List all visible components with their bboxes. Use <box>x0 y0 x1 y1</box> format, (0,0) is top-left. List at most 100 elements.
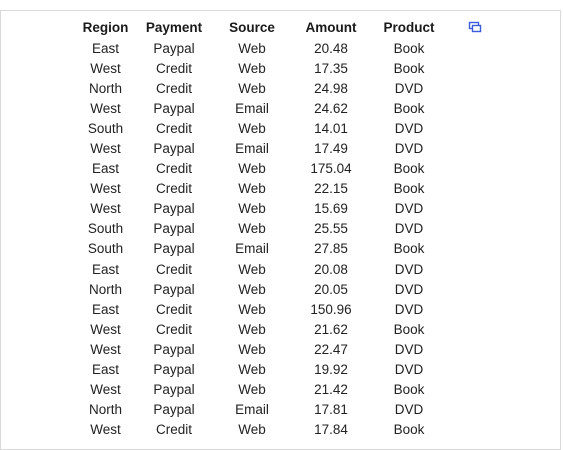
cell-payment: Paypal <box>153 201 195 217</box>
cell-product: Book <box>393 40 425 56</box>
cell-amount: 14.01 <box>314 120 348 136</box>
cell-source: Web <box>238 321 266 337</box>
cell-product: DVD <box>394 80 424 96</box>
cell-amount: 17.81 <box>314 402 348 418</box>
cell-product: DVD <box>394 362 424 378</box>
cell-product: DVD <box>394 402 424 418</box>
table-row: South Credit Web 14.01 DVD <box>75 118 448 138</box>
cell-payment: Paypal <box>153 362 195 378</box>
table-row: West Paypal Email 24.62 Book <box>75 98 448 118</box>
table-row: West Credit Web 17.35 Book <box>75 58 448 78</box>
cell-amount: 22.15 <box>314 181 348 197</box>
cell-payment: Credit <box>155 301 192 317</box>
column-header-amount[interactable]: Amount <box>305 19 357 35</box>
cell-region: West <box>90 201 121 217</box>
cell-amount: 20.08 <box>314 261 348 277</box>
cell-source: Web <box>238 120 266 136</box>
cell-amount: 20.48 <box>314 40 348 56</box>
cell-region: East <box>91 362 119 378</box>
cell-amount: 17.84 <box>314 422 348 438</box>
expand-table-icon <box>468 21 482 33</box>
cell-payment: Paypal <box>153 241 195 257</box>
cell-source: Web <box>238 362 266 378</box>
cell-payment: Credit <box>155 321 192 337</box>
cell-region: East <box>91 261 119 277</box>
cell-amount: 20.05 <box>314 281 348 297</box>
cell-payment: Paypal <box>153 402 195 418</box>
cell-product: Book <box>393 181 425 197</box>
cell-source: Email <box>235 100 269 116</box>
cell-region: South <box>87 221 124 237</box>
cell-source: Web <box>238 422 266 438</box>
cell-region: West <box>90 100 121 116</box>
cell-amount: 25.55 <box>314 221 348 237</box>
table-row: East Paypal Web 20.48 Book <box>75 38 448 58</box>
expand-table-button[interactable] <box>468 21 482 33</box>
cell-product: Book <box>393 161 425 177</box>
cell-amount: 21.42 <box>314 382 348 398</box>
cell-region: West <box>90 321 121 337</box>
table-row: West Paypal Web 15.69 DVD <box>75 199 448 219</box>
table-row: East Credit Web 150.96 DVD <box>75 299 448 319</box>
cell-source: Web <box>238 161 266 177</box>
column-header-product[interactable]: Product <box>383 19 435 35</box>
table-row: East Credit Web 175.04 Book <box>75 159 448 179</box>
cell-region: North <box>88 402 122 418</box>
cell-product: DVD <box>394 341 424 357</box>
cell-region: East <box>91 161 119 177</box>
cell-region: South <box>87 120 124 136</box>
cell-amount: 24.98 <box>314 80 348 96</box>
column-header-region[interactable]: Region <box>82 19 129 35</box>
cell-product: DVD <box>394 281 424 297</box>
table-row: North Credit Web 24.98 DVD <box>75 78 448 98</box>
cell-region: West <box>90 422 121 438</box>
column-header-source[interactable]: Source <box>229 19 275 35</box>
cell-source: Web <box>238 281 266 297</box>
cell-payment: Credit <box>155 161 192 177</box>
cell-region: West <box>90 341 121 357</box>
table-row: East Credit Web 20.08 DVD <box>75 259 448 279</box>
table-row: South Paypal Email 27.85 Book <box>75 239 448 259</box>
cell-region: West <box>90 382 121 398</box>
cell-payment: Credit <box>155 120 192 136</box>
cell-payment: Paypal <box>153 40 195 56</box>
cell-source: Web <box>238 60 266 76</box>
cell-amount: 27.85 <box>314 241 348 257</box>
table-row: North Paypal Web 20.05 DVD <box>75 279 448 299</box>
table-header-row: Region Payment Source Amount Product <box>75 16 448 38</box>
table-row: West Paypal Web 21.42 Book <box>75 380 448 400</box>
table-row: West Credit Web 22.15 Book <box>75 179 448 199</box>
cell-payment: Paypal <box>153 281 195 297</box>
cell-source: Web <box>238 301 266 317</box>
cell-amount: 175.04 <box>310 161 352 177</box>
table-row: West Credit Web 21.62 Book <box>75 319 448 339</box>
cell-payment: Credit <box>155 80 192 96</box>
cell-payment: Credit <box>155 422 192 438</box>
cell-product: Book <box>393 60 425 76</box>
cell-amount: 17.49 <box>314 141 348 157</box>
cell-payment: Paypal <box>153 141 195 157</box>
cell-payment: Paypal <box>153 221 195 237</box>
cell-product: DVD <box>394 261 424 277</box>
cell-amount: 24.62 <box>314 100 348 116</box>
cell-payment: Paypal <box>153 341 195 357</box>
table-row: West Credit Web 17.84 Book <box>75 420 448 440</box>
cell-source: Web <box>238 80 266 96</box>
cell-region: West <box>90 181 121 197</box>
cell-region: West <box>90 60 121 76</box>
cell-payment: Paypal <box>153 382 195 398</box>
cell-region: South <box>87 241 124 257</box>
cell-source: Email <box>235 402 269 418</box>
cell-amount: 22.47 <box>314 341 348 357</box>
cell-product: DVD <box>394 221 424 237</box>
cell-source: Web <box>238 341 266 357</box>
cell-region: West <box>90 141 121 157</box>
cell-amount: 150.96 <box>310 301 352 317</box>
column-header-payment[interactable]: Payment <box>145 19 203 35</box>
cell-payment: Credit <box>155 181 192 197</box>
cell-payment: Credit <box>155 261 192 277</box>
table-panel: Region Payment Source Amount Product Eas… <box>0 10 561 450</box>
table-row: West Paypal Email 17.49 DVD <box>75 138 448 158</box>
cell-source: Web <box>238 181 266 197</box>
table-row: East Paypal Web 19.92 DVD <box>75 360 448 380</box>
